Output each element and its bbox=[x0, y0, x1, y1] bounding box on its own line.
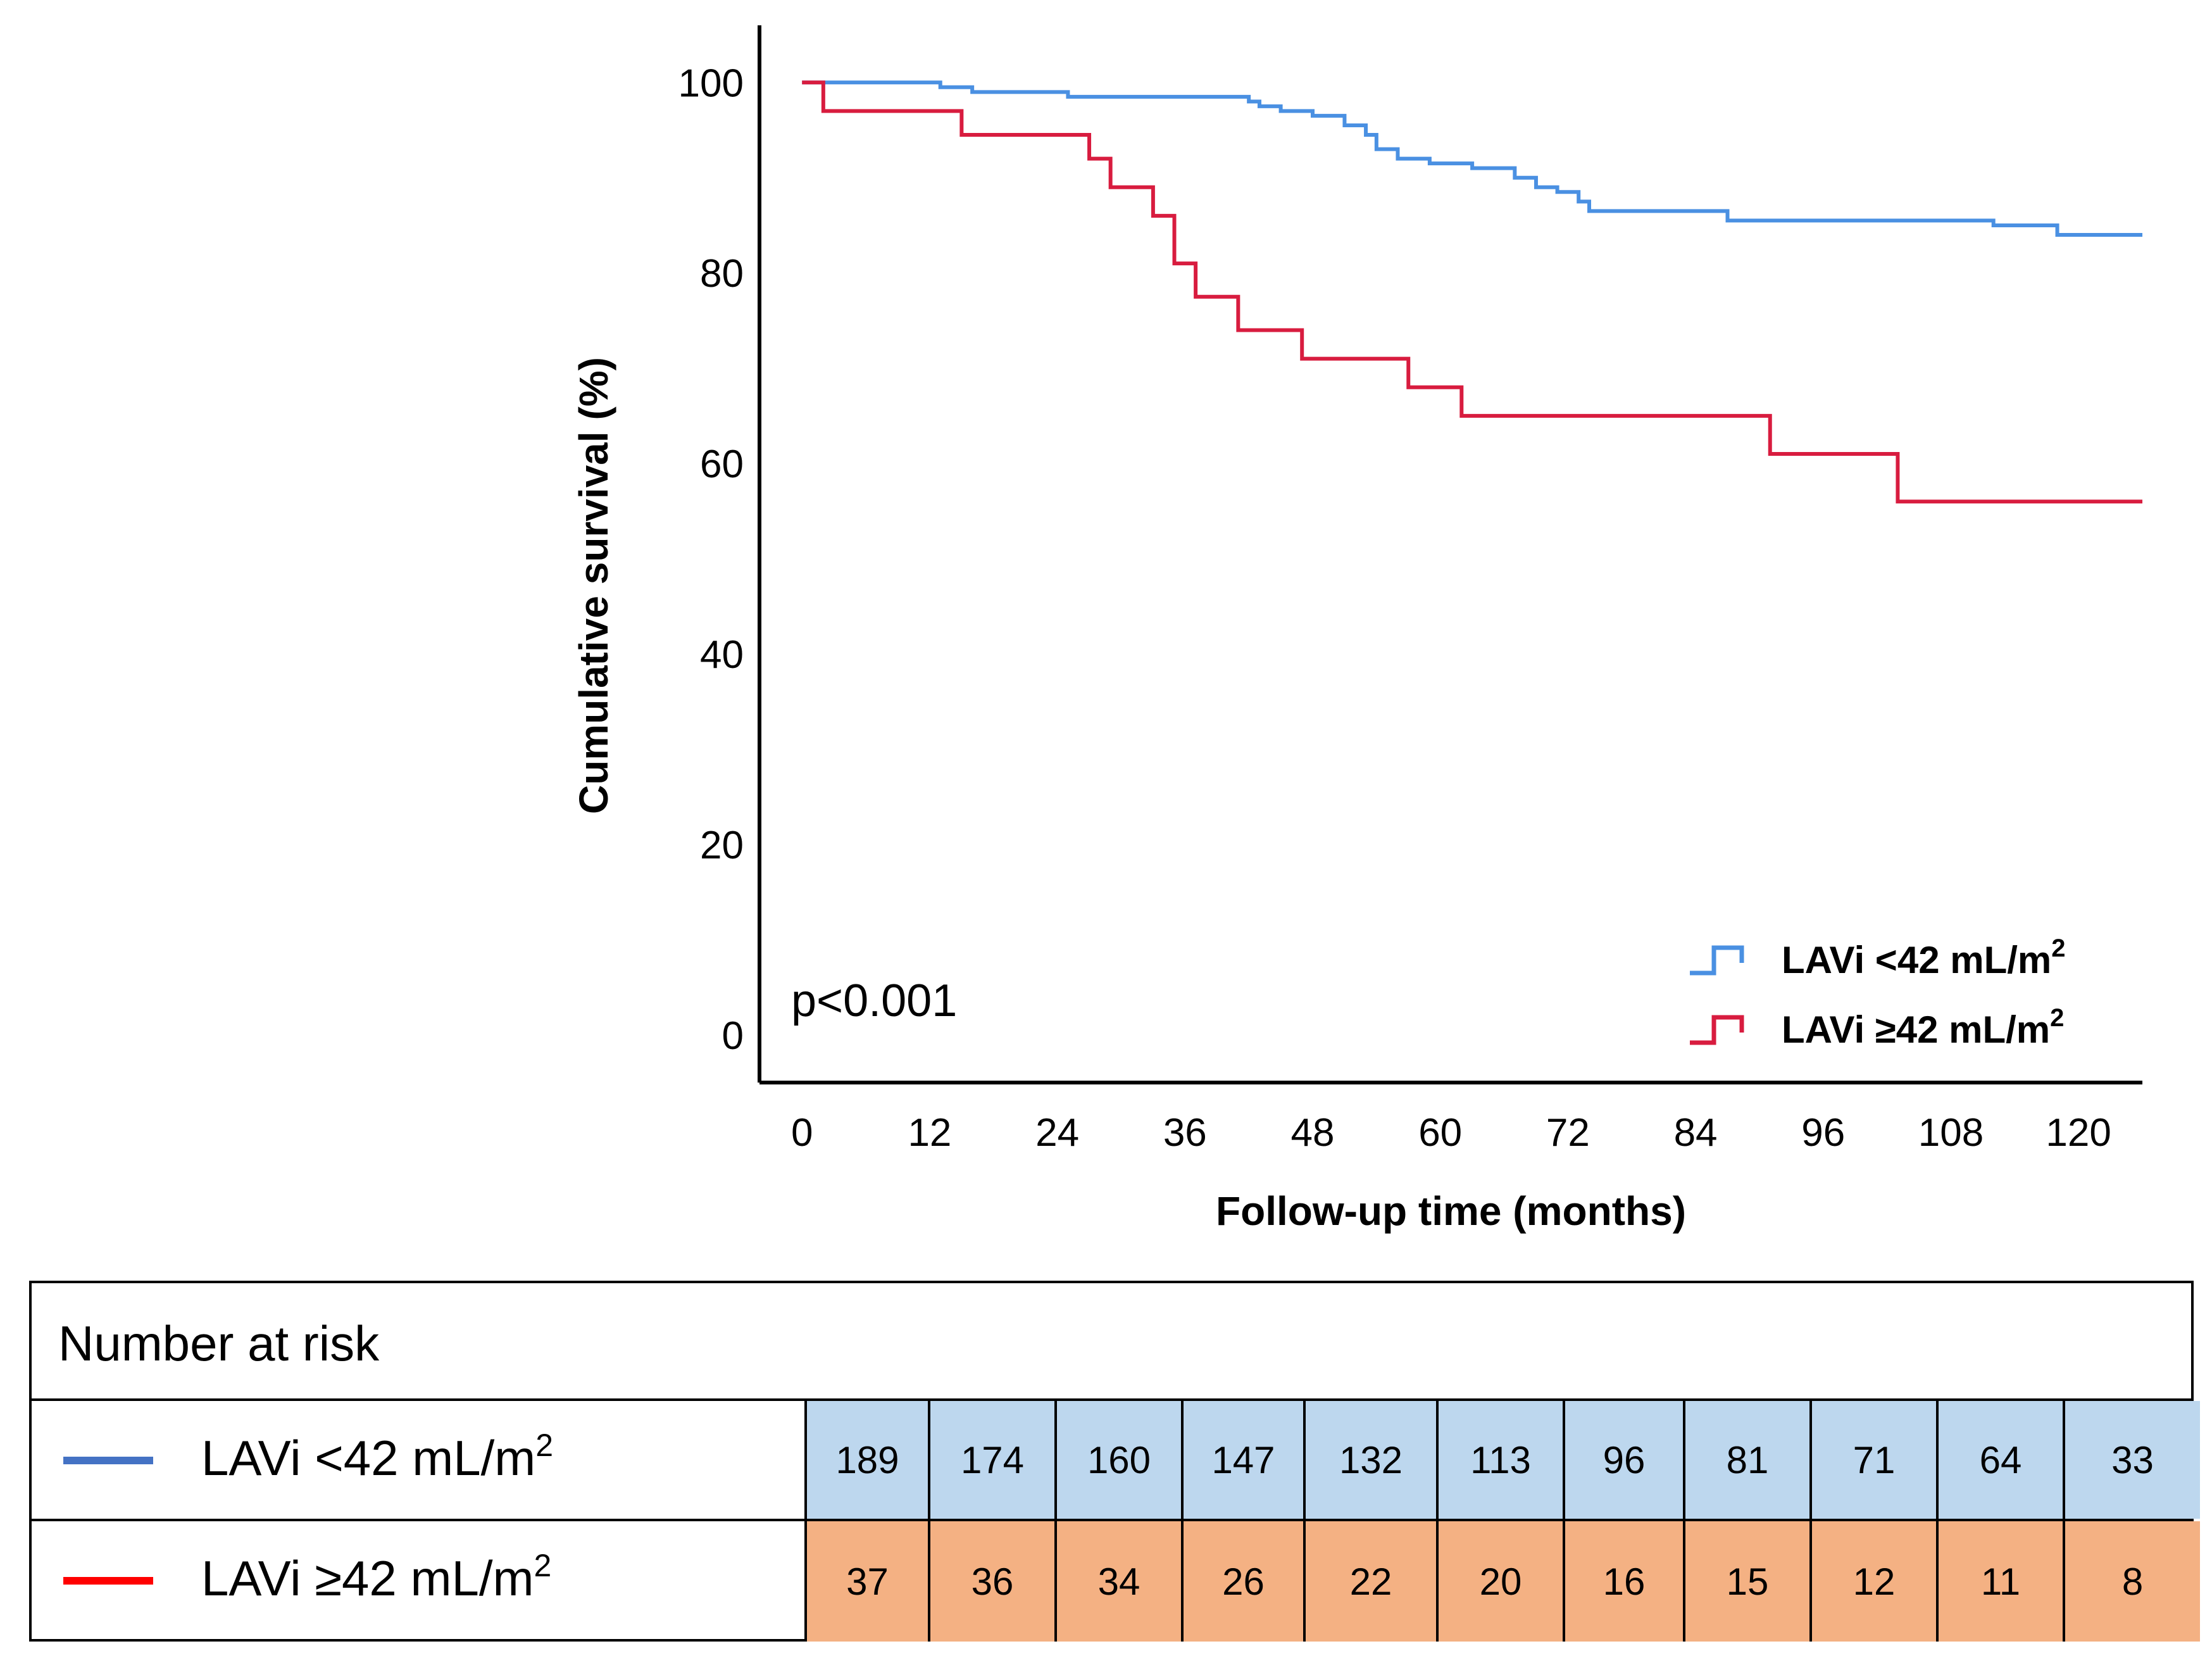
x-tick-label: 36 bbox=[1163, 1111, 1207, 1155]
legend-line-lavi-low bbox=[63, 1457, 153, 1464]
y-tick-label: 20 bbox=[700, 824, 744, 867]
x-tick-label: 120 bbox=[2046, 1111, 2111, 1155]
axes bbox=[758, 25, 2142, 1084]
risk-row-label: LAVi ≥42 mL/m2 bbox=[201, 1550, 551, 1607]
risk-row-label-sup: 2 bbox=[535, 1428, 554, 1463]
y-axis-title: Cumulative survival (%) bbox=[571, 357, 616, 814]
risk-cell: 33 bbox=[2065, 1401, 2200, 1519]
risk-cell: 37 bbox=[807, 1521, 930, 1642]
risk-cell: 132 bbox=[1306, 1401, 1439, 1519]
risk-row-label-cell: LAVi ≥42 mL/m2 bbox=[32, 1521, 807, 1642]
legend-label-sup: 2 bbox=[2051, 934, 2065, 962]
x-tick-label: 108 bbox=[1918, 1111, 1984, 1155]
risk-cell: 11 bbox=[1939, 1521, 2065, 1642]
risk-cell: 12 bbox=[1812, 1521, 1939, 1642]
risk-cell: 36 bbox=[930, 1521, 1057, 1642]
risk-cell: 8 bbox=[2065, 1521, 2200, 1642]
risk-cell: 160 bbox=[1057, 1401, 1184, 1519]
risk-cell: 22 bbox=[1306, 1521, 1439, 1642]
risk-cell: 147 bbox=[1184, 1401, 1306, 1519]
p-value-annotation: p<0.001 bbox=[791, 976, 957, 1026]
x-tick-label: 24 bbox=[1035, 1111, 1079, 1155]
risk-cell: 113 bbox=[1439, 1401, 1565, 1519]
risk-cell: 26 bbox=[1184, 1521, 1306, 1642]
risk-cell: 71 bbox=[1812, 1401, 1939, 1519]
legend-label-text: LAVi <42 mL/m bbox=[1782, 939, 2051, 981]
legend-label-sup: 2 bbox=[2050, 1004, 2064, 1032]
x-axis-title: Follow-up time (months) bbox=[1216, 1188, 1686, 1234]
risk-row-label: LAVi <42 mL/m2 bbox=[201, 1429, 553, 1487]
risk-row-lavi-low: LAVi <42 mL/m2 189 174 160 147 132 113 96 81 71 6… bbox=[32, 1401, 2200, 1521]
x-tick-label: 48 bbox=[1291, 1111, 1335, 1155]
x-tick-label: 12 bbox=[908, 1111, 951, 1155]
y-tick-label: 60 bbox=[700, 443, 744, 486]
survival-curve-lavi-high bbox=[802, 80, 2142, 504]
risk-row-cells: 189 174 160 147 132 113 96 81 71 64 33 bbox=[807, 1401, 2200, 1519]
risk-cell: 174 bbox=[930, 1401, 1057, 1519]
series-layer bbox=[802, 80, 2142, 504]
legend-symbol-lavi-low bbox=[1690, 945, 1744, 976]
risk-cell: 64 bbox=[1939, 1401, 2065, 1519]
risk-cell: 34 bbox=[1057, 1521, 1184, 1642]
risk-row-label-sup: 2 bbox=[534, 1548, 552, 1583]
risk-cell: 15 bbox=[1685, 1521, 1812, 1642]
x-tick-label: 60 bbox=[1418, 1111, 1462, 1155]
legend-symbol-lavi-high bbox=[1690, 1015, 1744, 1045]
risk-row-cells: 37 36 34 26 22 20 16 15 12 11 8 bbox=[807, 1521, 2200, 1642]
legend-label-text: LAVi ≥42 mL/m bbox=[1782, 1008, 2050, 1051]
legend-line-lavi-high bbox=[63, 1577, 153, 1585]
risk-cell: 81 bbox=[1685, 1401, 1812, 1519]
risk-row-label-cell: LAVi <42 mL/m2 bbox=[32, 1401, 807, 1519]
risk-row-label-text: LAVi ≥42 mL/m bbox=[201, 1550, 534, 1606]
labels-layer: 0 20 40 60 80 100 0 12 24 36 48 60 72 84 96 108 120 Follo… bbox=[571, 61, 2111, 1234]
legend-label-lavi-low: LAVi <42 mL/m2 bbox=[1782, 934, 2066, 981]
x-tick-label: 72 bbox=[1546, 1111, 1590, 1155]
y-tick-label: 0 bbox=[722, 1014, 744, 1058]
x-tick-label: 96 bbox=[1801, 1111, 1845, 1155]
y-tick-label: 80 bbox=[700, 252, 744, 296]
km-plot-svg: 0 20 40 60 80 100 0 12 24 36 48 60 72 84 96 108 120 Follo… bbox=[571, 25, 2142, 1234]
risk-table-header: Number at risk bbox=[32, 1283, 2191, 1401]
x-tick-label: 0 bbox=[791, 1111, 813, 1155]
risk-row-label-text: LAVi <42 mL/m bbox=[201, 1430, 536, 1486]
risk-row-lavi-high: LAVi ≥42 mL/m2 37 36 34 26 22 20 16 15 12 11 8 bbox=[32, 1521, 2200, 1642]
y-tick-label: 100 bbox=[678, 61, 744, 105]
y-tick-label: 40 bbox=[700, 633, 744, 677]
risk-table-title: Number at risk bbox=[58, 1316, 380, 1371]
risk-cell: 96 bbox=[1565, 1401, 1685, 1519]
number-at-risk-table: Number at risk LAVi <42 mL/m2 189 174 160 1… bbox=[29, 1281, 2200, 1642]
x-tick-label: 84 bbox=[1674, 1111, 1718, 1155]
risk-cell: 20 bbox=[1439, 1521, 1565, 1642]
legend-label-lavi-high: LAVi ≥42 mL/m2 bbox=[1782, 1004, 2064, 1051]
survival-curve-lavi-low bbox=[802, 80, 2142, 237]
risk-cell: 16 bbox=[1565, 1521, 1685, 1642]
risk-cell: 189 bbox=[807, 1401, 930, 1519]
